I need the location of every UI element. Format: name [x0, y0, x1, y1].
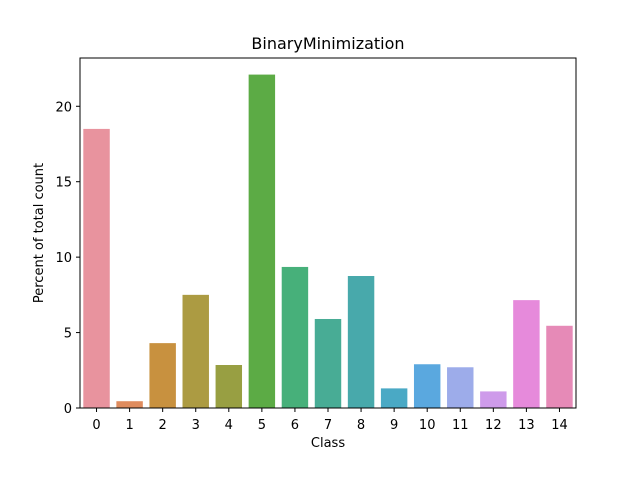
x-axis-label: Class	[311, 436, 345, 451]
x-tick-label: 6	[291, 418, 299, 433]
x-tick-label: 4	[225, 418, 233, 433]
bar-class-14	[546, 325, 573, 408]
chart-title: BinaryMinimization	[251, 34, 404, 53]
y-tick-label: 0	[64, 402, 72, 417]
x-tick-label: 11	[452, 418, 469, 433]
bar-class-0	[83, 128, 110, 408]
y-axis-ticks: 0 5 10 15 20	[55, 100, 80, 417]
bar-class-9	[380, 388, 408, 408]
y-tick-label: 15	[55, 176, 72, 191]
y-tick-label: 10	[55, 251, 72, 266]
x-tick-label: 7	[324, 418, 332, 433]
bar-class-7	[314, 318, 342, 408]
bars-group	[83, 74, 573, 408]
bar-class-1	[116, 401, 143, 408]
bar-class-6	[281, 266, 309, 408]
x-tick-label: 5	[258, 418, 266, 433]
x-tick-label: 3	[192, 418, 200, 433]
x-tick-label: 9	[390, 418, 398, 433]
x-tick-label: 2	[159, 418, 167, 433]
bar-class-10	[413, 364, 441, 408]
y-tick-label: 5	[64, 327, 72, 342]
y-tick-label: 20	[55, 100, 72, 115]
x-axis-ticks: 0 1 2 3 4 5 6 7 8 9 10 11 12 13 14	[92, 408, 568, 433]
x-tick-label: 1	[125, 418, 133, 433]
y-axis-label: Percent of total count	[32, 163, 47, 303]
x-tick-label: 14	[551, 418, 568, 433]
bar-class-12	[480, 391, 507, 408]
bar-class-5	[248, 74, 276, 408]
bar-class-11	[447, 367, 474, 408]
bar-class-13	[513, 300, 540, 408]
bar-class-4	[215, 365, 243, 408]
bar-class-3	[182, 294, 209, 408]
x-tick-label: 13	[518, 418, 535, 433]
x-tick-label: 12	[485, 418, 502, 433]
bar-class-8	[347, 276, 375, 408]
bar-class-2	[149, 343, 176, 408]
x-tick-label: 0	[92, 418, 100, 433]
x-tick-label: 10	[419, 418, 436, 433]
x-tick-label: 8	[357, 418, 365, 433]
